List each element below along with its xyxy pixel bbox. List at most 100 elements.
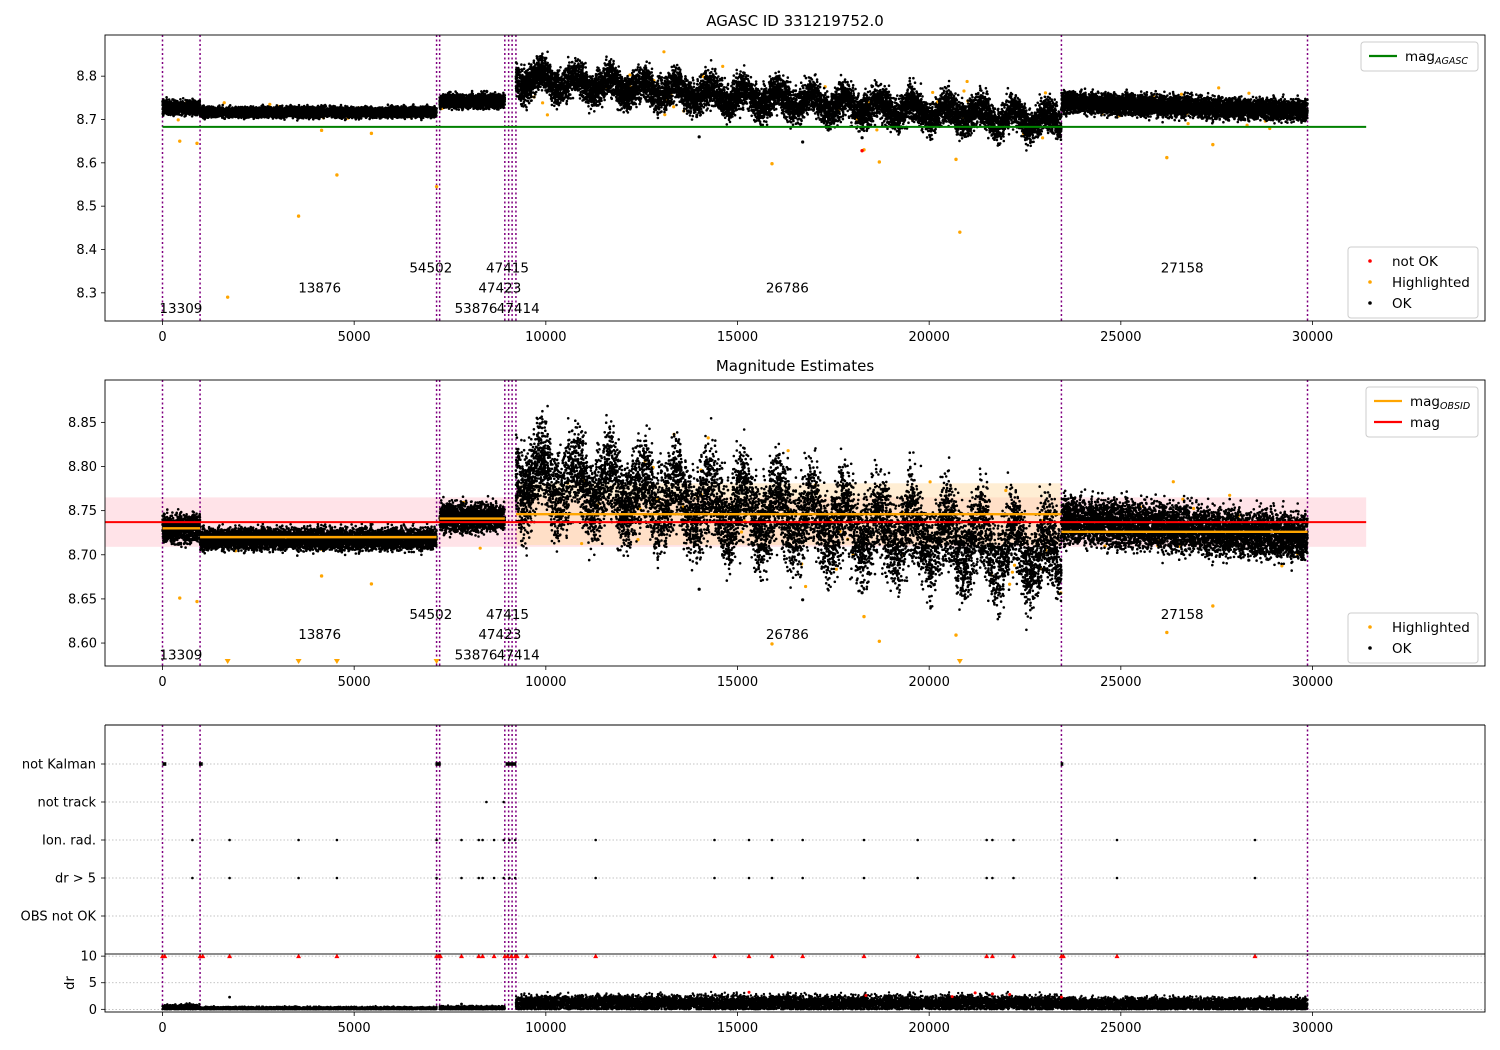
obsid-label: 54502 <box>409 607 452 623</box>
flag-category-label: OBS not OK <box>21 910 97 925</box>
x-tick-label: 20000 <box>908 675 949 690</box>
legend-label: mag <box>1410 415 1440 431</box>
x-tick-label: 25000 <box>1100 330 1141 345</box>
flag-range <box>435 762 441 766</box>
highlighted-point <box>296 214 301 218</box>
highlighted-point <box>954 157 958 162</box>
highlighted-point <box>770 162 774 166</box>
flag-point <box>335 876 339 880</box>
flag-point <box>513 838 517 842</box>
dr-points <box>198 1004 438 1011</box>
y-tick-label: 8.6 <box>76 156 97 171</box>
obsid-label: 13876 <box>298 281 341 297</box>
x-tick-label: 15000 <box>717 330 758 345</box>
flag-range <box>198 762 203 766</box>
chart-title: Magnitude Estimates <box>716 357 874 375</box>
highlighted-point <box>335 173 339 177</box>
highlighted-point <box>434 184 439 189</box>
data-points-ok <box>514 50 1063 152</box>
flag-point <box>435 876 438 880</box>
plot-area: 13309 13876 54502 53876 47414 47423 47415 26786… <box>159 35 1367 321</box>
clipped-marker <box>333 659 340 664</box>
highlighted-point <box>225 295 230 299</box>
highlighted-point <box>1165 630 1169 635</box>
highlighted-point <box>1186 121 1190 126</box>
highlighted-point <box>875 128 879 132</box>
flag-range <box>162 762 167 766</box>
flag-point <box>985 838 988 842</box>
highlighted-point <box>222 101 226 105</box>
dr-not-ok-point <box>1008 992 1012 996</box>
highlighted-point <box>178 596 182 600</box>
obsid-label: 53876 <box>455 301 498 317</box>
flag-point <box>862 876 866 880</box>
highlighted-point <box>580 541 584 546</box>
dr-points <box>438 1004 506 1011</box>
highlighted-point <box>862 614 866 619</box>
highlighted-point <box>877 639 882 643</box>
flag-point <box>916 838 919 842</box>
legend-label: Highlighted <box>1392 620 1470 636</box>
y-tick-label: 8.65 <box>68 592 97 607</box>
flag-point <box>594 876 597 880</box>
legend-dot-swatch <box>1368 280 1372 284</box>
x-tick-label: 5000 <box>338 330 371 345</box>
flag-point <box>297 876 300 880</box>
highlighted-point <box>928 480 932 484</box>
obsid-label: 27158 <box>1161 261 1204 277</box>
flag-point <box>228 876 231 880</box>
y-tick-label: 8.75 <box>68 504 97 519</box>
flag-point <box>916 876 919 880</box>
dr-points <box>1060 993 1309 1011</box>
y-tick-label: 10 <box>80 950 97 965</box>
obsid-label: 27158 <box>1161 607 1204 623</box>
ok-point <box>860 591 864 595</box>
flag-category-label: not Kalman <box>22 758 96 773</box>
flag-point <box>747 876 751 880</box>
flag-point <box>508 838 511 842</box>
flag-point <box>502 838 505 842</box>
highlighted-point <box>672 105 676 109</box>
flag-point <box>1012 838 1015 842</box>
data-points-ok <box>198 103 438 122</box>
legend-dot-swatch <box>1368 301 1372 305</box>
highlighted-point <box>369 131 374 136</box>
highlighted-point <box>1211 142 1215 147</box>
y-tick-label: 8.60 <box>68 637 97 652</box>
highlighted-point <box>1008 582 1012 586</box>
data-points-ok <box>438 89 507 112</box>
legend-dot-swatch <box>1368 646 1372 650</box>
y-tick-label: 8.7 <box>76 113 97 128</box>
ok-point <box>801 140 805 144</box>
flag-point <box>1115 838 1119 842</box>
ok-point <box>697 587 701 591</box>
dr-not-ok-point <box>747 990 751 994</box>
highlighted-point <box>178 139 182 143</box>
obsid-label: 53876 <box>455 648 498 664</box>
highlighted-point <box>545 113 550 117</box>
dr-point <box>460 1002 463 1006</box>
y-tick-label: 8.5 <box>76 200 97 215</box>
x-tick-label: 25000 <box>1100 1021 1141 1036</box>
obsid-label: 13876 <box>298 627 341 643</box>
flag-point <box>335 838 339 842</box>
legend-dot-swatch <box>1368 259 1372 263</box>
data-points-ok <box>161 96 202 118</box>
legend-label-subscript: OBSID <box>1440 401 1470 412</box>
obsid-label: 13309 <box>159 301 202 317</box>
highlighted-point <box>721 64 725 68</box>
flag-point <box>713 876 716 880</box>
x-tick-label: 30000 <box>1292 330 1333 345</box>
highlighted-point <box>540 101 545 105</box>
x-tick-label: 15000 <box>717 1021 758 1036</box>
flag-point <box>801 876 804 880</box>
highlighted-point <box>834 567 838 571</box>
flag-point <box>1253 876 1257 880</box>
highlighted-point <box>965 79 969 84</box>
flag-point <box>492 876 496 880</box>
flag-point <box>228 838 231 842</box>
flag-point <box>862 838 866 842</box>
highlighted-point <box>954 633 958 637</box>
highlighted-point <box>786 449 790 453</box>
obsid-label: 54502 <box>409 261 452 277</box>
